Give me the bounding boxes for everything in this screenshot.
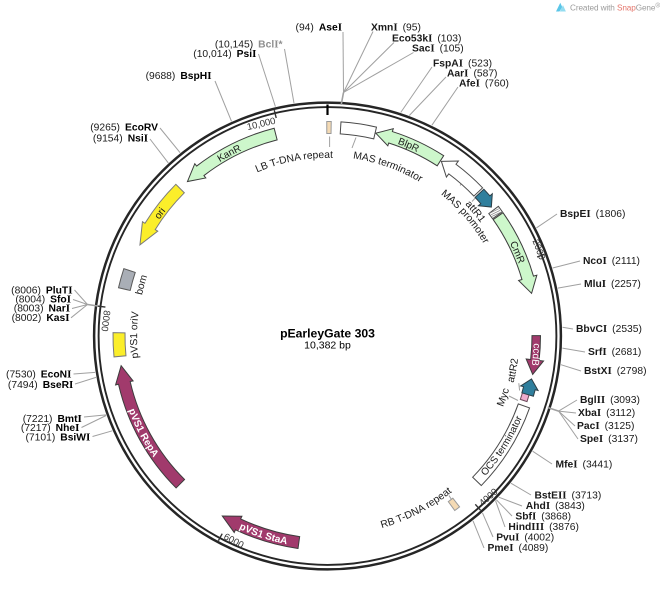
svg-text:(7217)NheI: (7217) NheI xyxy=(21,422,79,434)
svg-text:ccdB: ccdB xyxy=(529,343,542,367)
svg-text:pEarleyGate 303: pEarleyGate 303 xyxy=(280,327,375,341)
svg-text:attR2: attR2 xyxy=(506,357,521,383)
svg-text:AfeI(760): AfeI (760) xyxy=(459,78,509,90)
svg-text:BstEII(3713): BstEII (3713) xyxy=(535,490,602,502)
svg-text:8000: 8000 xyxy=(98,310,112,332)
svg-text:(8004)SfoI: (8004) SfoI xyxy=(15,294,71,306)
svg-text:MfeI(3441): MfeI (3441) xyxy=(556,459,613,471)
svg-text:SrfI(2681): SrfI (2681) xyxy=(588,346,641,358)
svg-text:AhdI(3843): AhdI (3843) xyxy=(526,500,585,512)
svg-text:(9154)NsiI: (9154) NsiI xyxy=(93,133,148,145)
svg-text:FspAI(523): FspAI (523) xyxy=(433,58,492,70)
svg-text:XmnI(95): XmnI (95) xyxy=(371,22,421,34)
svg-text:ori: ori xyxy=(153,206,168,222)
svg-text:Eco53kI(103): Eco53kI (103) xyxy=(392,33,461,45)
svg-text:PmeI(4089): PmeI (4089) xyxy=(488,542,549,554)
svg-text:(10,014)PsiI: (10,014) PsiI xyxy=(193,48,256,60)
svg-text:HindIII(3876): HindIII (3876) xyxy=(508,521,579,533)
svg-text:BspEI(1806): BspEI (1806) xyxy=(560,208,625,220)
svg-text:NcoI(2111): NcoI (2111) xyxy=(583,255,640,267)
svg-text:SpeI(3137): SpeI (3137) xyxy=(580,433,638,445)
svg-text:(10,145)BclI*: (10,145) BclI* xyxy=(215,38,283,50)
svg-text:MluI(2257): MluI (2257) xyxy=(584,278,641,290)
svg-text:PacI(3125): PacI (3125) xyxy=(577,420,634,432)
svg-text:(94)AseI: (94) AseI xyxy=(296,22,342,34)
svg-text:bom: bom xyxy=(134,274,150,296)
svg-text:(7221)BmtI: (7221) BmtI xyxy=(23,413,82,425)
svg-text:BstXI(2798): BstXI (2798) xyxy=(584,365,647,377)
svg-text:XbaI(3112): XbaI (3112) xyxy=(578,407,635,419)
svg-text:(8003)NarI: (8003) NarI xyxy=(14,303,70,315)
svg-text:(8002)KasI: (8002) KasI xyxy=(12,312,70,324)
svg-text:SbfI(3868): SbfI (3868) xyxy=(515,511,571,523)
svg-text:AarI(587): AarI (587) xyxy=(447,68,498,80)
svg-text:10,382 bp: 10,382 bp xyxy=(304,339,351,351)
svg-text:(9265)EcoRV: (9265) EcoRV xyxy=(90,123,158,134)
svg-text:SacI(105): SacI (105) xyxy=(412,43,464,55)
svg-text:PvuI(4002): PvuI (4002) xyxy=(496,532,554,544)
svg-text:pVS1 oriV: pVS1 oriV xyxy=(129,311,142,359)
svg-text:BbvCI(2535): BbvCI (2535) xyxy=(576,323,642,335)
svg-text:BglII(3093): BglII (3093) xyxy=(580,394,640,406)
svg-text:Created with SnapGene®: Created with SnapGene® xyxy=(570,2,660,13)
